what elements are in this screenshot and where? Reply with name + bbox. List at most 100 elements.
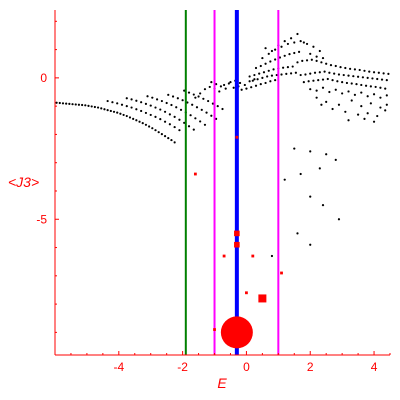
data-point — [125, 105, 128, 108]
data-point — [135, 99, 138, 102]
data-point — [151, 96, 154, 99]
data-point — [261, 56, 264, 60]
data-point — [203, 123, 207, 126]
data-point — [173, 125, 176, 129]
data-point — [259, 64, 262, 68]
data-point — [215, 117, 218, 120]
data-point — [211, 102, 215, 105]
data-point — [280, 73, 283, 76]
data-point — [207, 99, 210, 103]
data-point — [93, 105, 96, 109]
data-point — [345, 81, 349, 85]
data-point — [202, 97, 205, 100]
data-point — [170, 103, 173, 107]
data-point — [160, 133, 163, 136]
data-point — [130, 98, 133, 101]
data-point — [380, 78, 384, 81]
data-point — [283, 178, 286, 181]
data-point — [315, 96, 318, 99]
data-point — [266, 75, 269, 78]
data-point — [208, 85, 211, 89]
data-point — [309, 195, 312, 198]
vertical-reference-lines — [184, 10, 280, 355]
data-point — [176, 97, 179, 100]
red-marker — [258, 294, 267, 303]
data-point — [232, 86, 235, 89]
data-point — [294, 71, 297, 74]
x-tick-label: 0 — [243, 360, 250, 374]
data-point — [328, 71, 331, 74]
data-point — [173, 115, 176, 118]
data-point — [135, 119, 138, 122]
data-point — [96, 106, 100, 109]
red-marker — [280, 271, 283, 275]
data-point — [299, 40, 302, 43]
data-point — [296, 232, 299, 235]
data-point — [81, 103, 84, 107]
data-point — [325, 62, 328, 65]
data-point — [144, 102, 148, 105]
data-point — [309, 72, 312, 75]
data-point — [366, 112, 369, 115]
data-point — [90, 105, 93, 108]
data-point — [77, 103, 81, 106]
data-point — [189, 114, 192, 117]
data-point — [278, 56, 282, 59]
data-point — [270, 74, 274, 77]
data-point — [181, 99, 184, 102]
data-point — [325, 153, 328, 156]
data-point — [254, 84, 258, 87]
x-tick-label: 2 — [307, 360, 314, 374]
data-point — [296, 32, 299, 36]
data-point — [58, 101, 61, 105]
data-point — [369, 102, 372, 105]
data-point — [205, 111, 208, 114]
data-point — [248, 75, 251, 78]
data-point — [376, 114, 379, 118]
data-point — [360, 105, 363, 108]
data-point — [154, 106, 157, 109]
data-point — [200, 108, 203, 111]
data-point — [199, 92, 202, 95]
data-point — [275, 73, 278, 77]
data-point — [293, 51, 296, 55]
data-point — [385, 103, 388, 106]
data-point — [264, 62, 267, 65]
data-point — [304, 73, 307, 76]
data-point — [341, 81, 344, 84]
data-point — [347, 74, 350, 77]
data-point — [178, 129, 181, 132]
data-point — [325, 100, 328, 104]
data-point — [106, 99, 109, 103]
red-marker — [213, 328, 216, 331]
data-point — [100, 107, 103, 110]
data-point — [151, 127, 154, 130]
data-point — [140, 109, 143, 113]
data-point — [122, 113, 125, 117]
data-point — [144, 111, 148, 115]
data-point — [302, 81, 305, 84]
data-point — [210, 81, 213, 84]
axes — [54, 10, 390, 356]
data-point — [321, 56, 325, 60]
data-point — [224, 87, 227, 90]
data-point — [170, 138, 173, 142]
data-point — [344, 66, 347, 70]
data-point — [358, 68, 361, 72]
data-point — [339, 66, 342, 69]
data-point — [321, 204, 325, 207]
data-point — [155, 98, 159, 101]
data-point — [334, 64, 337, 68]
data-point — [227, 82, 230, 85]
data-point — [262, 71, 266, 74]
data-point — [55, 101, 58, 104]
data-point — [353, 93, 357, 96]
data-point — [384, 109, 387, 112]
data-point — [219, 85, 223, 88]
data-point — [342, 73, 345, 77]
data-point — [299, 172, 302, 176]
data-point — [261, 76, 264, 79]
data-point — [269, 80, 272, 83]
